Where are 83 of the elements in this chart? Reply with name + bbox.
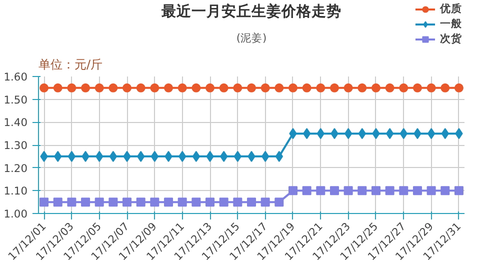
point xyxy=(330,83,339,92)
legend-label: 优质 xyxy=(440,2,462,16)
point xyxy=(150,198,160,207)
point xyxy=(399,186,408,196)
point xyxy=(67,198,76,207)
point xyxy=(109,150,118,162)
point xyxy=(274,83,284,92)
point xyxy=(344,128,352,140)
point xyxy=(358,83,367,92)
point xyxy=(178,83,187,92)
point xyxy=(330,186,339,196)
point xyxy=(440,186,450,196)
point xyxy=(192,198,201,207)
point xyxy=(385,186,394,196)
point xyxy=(81,83,90,92)
chart-title: 最近一月安丘生姜价格走势 xyxy=(160,2,342,20)
point xyxy=(260,198,270,207)
point xyxy=(247,83,256,92)
point xyxy=(206,198,215,207)
point xyxy=(316,83,326,92)
point xyxy=(136,198,146,207)
legend-label: 次货 xyxy=(440,32,462,46)
point xyxy=(344,83,353,92)
y-tick-label: 1.40 xyxy=(4,116,28,130)
point xyxy=(302,128,311,140)
point xyxy=(192,150,200,162)
chart-subtitle: (泥姜) xyxy=(236,32,267,44)
point xyxy=(427,128,436,140)
y-tick-label: 1.20 xyxy=(4,162,28,175)
point xyxy=(426,186,436,196)
point xyxy=(164,198,174,207)
point xyxy=(385,83,394,92)
point xyxy=(440,83,450,92)
point xyxy=(288,83,298,92)
point xyxy=(426,83,436,92)
point xyxy=(122,83,132,92)
y-axis-title: 单位：元/斤 xyxy=(38,58,103,72)
point xyxy=(288,186,298,196)
point xyxy=(81,198,90,207)
y-tick-label: 1.00 xyxy=(4,208,28,220)
point xyxy=(40,83,49,92)
point xyxy=(371,83,380,92)
point xyxy=(399,83,408,92)
y-tick-label: 1.10 xyxy=(4,184,28,198)
point xyxy=(206,83,215,92)
point xyxy=(40,198,49,207)
point xyxy=(67,83,76,92)
point xyxy=(150,83,160,92)
legend-label: 一般 xyxy=(440,17,462,31)
point xyxy=(219,198,228,207)
point xyxy=(233,83,242,92)
point xyxy=(247,198,256,207)
point xyxy=(412,83,422,92)
point xyxy=(108,83,118,92)
y-tick-label: 1.50 xyxy=(4,93,28,106)
point xyxy=(53,83,62,92)
point xyxy=(371,186,380,196)
point xyxy=(233,198,242,207)
point xyxy=(53,198,62,207)
point xyxy=(150,150,159,162)
point xyxy=(260,83,270,92)
point xyxy=(454,83,464,92)
point xyxy=(192,83,201,92)
point xyxy=(302,83,312,92)
point xyxy=(164,83,174,92)
point xyxy=(94,83,104,92)
point xyxy=(178,198,187,207)
y-tick-label: 1.60 xyxy=(4,70,28,84)
point xyxy=(316,186,326,196)
point xyxy=(219,83,228,92)
point xyxy=(386,128,394,140)
point xyxy=(412,186,422,196)
point xyxy=(108,198,118,207)
point xyxy=(344,186,353,196)
y-tick-label: 1.30 xyxy=(4,139,28,152)
point xyxy=(122,198,132,207)
point xyxy=(136,83,146,92)
point xyxy=(454,186,464,196)
point xyxy=(274,198,284,207)
point xyxy=(302,186,312,196)
point xyxy=(358,186,367,196)
point xyxy=(68,150,76,162)
point xyxy=(94,198,104,207)
